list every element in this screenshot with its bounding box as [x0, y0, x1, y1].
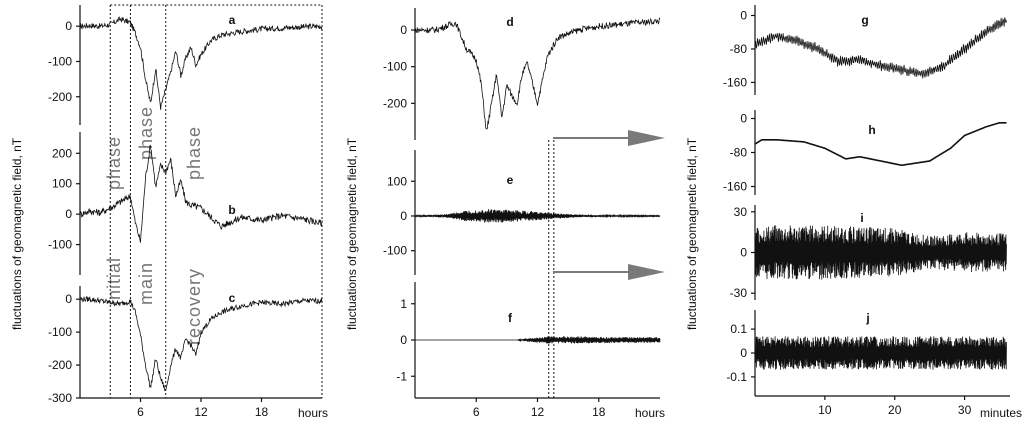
y-tick-label-d-0: 0: [400, 23, 407, 37]
x-unit-hours-middle: hours: [635, 406, 665, 420]
panel-label-f: f: [508, 311, 513, 325]
y-tick-label-f-2: -1: [396, 369, 407, 383]
phase-label-recovery: recovery: [184, 268, 204, 345]
x-tick-label-c-2: 18: [255, 405, 269, 419]
y-tick-label-a-1: -100: [48, 54, 72, 68]
x-tick-label-c-0: 6: [137, 405, 144, 419]
y-tick-label-b-0: 200: [52, 146, 72, 160]
x-tick-label-j-0: 10: [818, 403, 832, 417]
y-axis-label-middle: fluctuations of geomagnetic field, nT: [345, 137, 359, 330]
y-tick-label-e-1: 0: [400, 209, 407, 223]
y-tick-label-i-1: 0: [740, 246, 747, 260]
panel-label-e: e: [507, 173, 514, 187]
y-axis-label-left: fluctuations of geomagnetic field, nT: [10, 137, 24, 330]
series-line-h: [754, 122, 1007, 167]
series-line-f: [415, 336, 661, 344]
y-tick-label-c-2: -200: [48, 358, 72, 372]
series-line-d: [414, 17, 661, 130]
panel-label-b: b: [228, 203, 235, 217]
panel-label-h: h: [868, 123, 875, 137]
y-tick-label-c-0: 0: [65, 292, 72, 306]
series-line-b: [79, 144, 323, 243]
zoom-arrow-top-head: [628, 130, 665, 146]
panel-label-g: g: [861, 13, 868, 27]
y-axis-label-right: fluctuations of geomagnetic field, nT: [685, 137, 699, 330]
y-tick-label-i-2: -30: [730, 286, 748, 300]
series-line-a: [79, 16, 323, 110]
phase-label-phase-2: phase: [136, 106, 156, 160]
panel-label-j: j: [865, 311, 869, 325]
x-tick-label-f-1: 12: [531, 405, 545, 419]
y-tick-label-a-2: -200: [48, 90, 72, 104]
phase-label-initial: initial: [104, 257, 124, 305]
y-tick-label-j-1: 0: [740, 346, 747, 360]
y-tick-label-f-1: 0: [400, 333, 407, 347]
x-tick-label-j-1: 20: [888, 403, 902, 417]
y-tick-label-h-2: -160: [723, 180, 747, 194]
panel-label-d: d: [506, 15, 513, 29]
zoom-arrow-bottom-head: [628, 264, 665, 280]
y-tick-label-h-1: -80: [730, 146, 748, 160]
x-tick-label-f-0: 6: [473, 405, 480, 419]
y-tick-label-d-1: -100: [383, 60, 407, 74]
panel-label-i: i: [860, 211, 863, 225]
series-line-g: [754, 17, 1007, 79]
x-tick-label-f-2: 18: [592, 405, 606, 419]
y-tick-label-b-1: 100: [52, 177, 72, 191]
x-unit-minutes: minutes: [980, 406, 1022, 420]
y-tick-label-b-2: 0: [65, 207, 72, 221]
y-tick-label-e-2: -100: [383, 244, 407, 258]
series-line-c: [79, 295, 323, 392]
y-tick-label-b-3: -100: [48, 238, 72, 252]
series-line-j: [754, 336, 1007, 370]
phase-label-main: main: [136, 262, 156, 305]
phase-label-phase-3: phase: [184, 126, 204, 180]
y-tick-label-a-0: 0: [65, 19, 72, 33]
panel-label-c: c: [229, 291, 236, 305]
y-tick-label-e-0: 100: [387, 174, 407, 188]
y-tick-label-c-1: -100: [48, 325, 72, 339]
y-tick-label-g-1: -80: [730, 42, 748, 56]
y-tick-label-g-2: -160: [723, 75, 747, 89]
panel-label-a: a: [229, 13, 236, 27]
y-tick-label-g-0: 0: [740, 8, 747, 22]
x-unit-hours-left: hours: [298, 406, 328, 420]
y-tick-label-d-2: -200: [383, 96, 407, 110]
phase-label-phase-1: phase: [104, 136, 124, 190]
x-tick-label-j-2: 30: [958, 403, 972, 417]
y-tick-label-j-0: 0.1: [730, 322, 747, 336]
y-tick-label-j-2: -0.1: [726, 370, 747, 384]
y-tick-label-f-0: 1: [400, 297, 407, 311]
y-tick-label-h-0: 0: [740, 112, 747, 126]
y-tick-label-c-3: -300: [48, 391, 72, 405]
x-tick-label-c-1: 12: [194, 405, 208, 419]
series-line-i: [754, 225, 1007, 280]
y-tick-label-i-0: 30: [734, 205, 748, 219]
series-line-e: [414, 209, 661, 223]
